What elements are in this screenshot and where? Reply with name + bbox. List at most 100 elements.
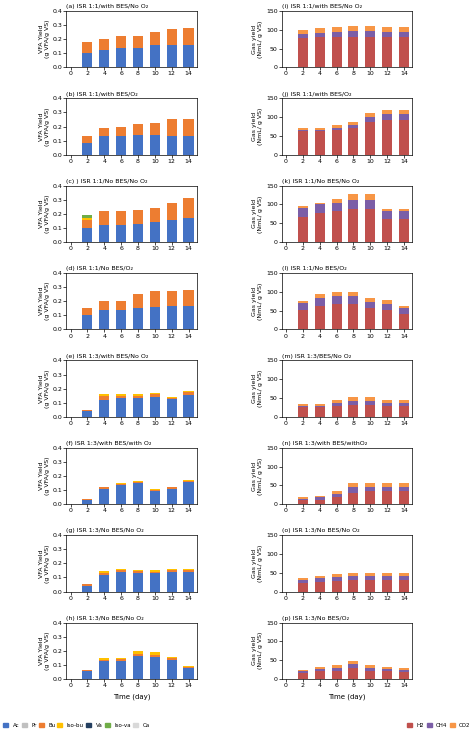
Bar [331, 199, 342, 203]
Text: (o) ISR 1:3/No BES/No O₂: (o) ISR 1:3/No BES/No O₂ [282, 529, 359, 534]
Bar [183, 481, 193, 483]
Text: (g) ISR 1:3/No BES/No O₂: (g) ISR 1:3/No BES/No O₂ [66, 529, 144, 534]
Bar [133, 308, 143, 329]
Bar [382, 210, 392, 211]
Bar [331, 126, 342, 128]
Bar [399, 27, 409, 31]
Bar [183, 570, 193, 572]
Bar [298, 496, 308, 499]
Bar [99, 394, 109, 396]
Bar [99, 128, 109, 137]
Bar [133, 123, 143, 135]
Bar [399, 399, 409, 402]
Bar [166, 45, 177, 67]
Bar [298, 217, 308, 242]
Text: (e) ISR 1:3/with BES/No O₂: (e) ISR 1:3/with BES/No O₂ [66, 353, 149, 358]
Bar [315, 128, 325, 129]
Bar [298, 30, 308, 34]
Bar [348, 574, 358, 577]
Bar [133, 654, 143, 656]
Bar [298, 303, 308, 310]
Bar [365, 486, 375, 491]
Bar [348, 209, 358, 242]
Bar [298, 673, 308, 679]
Bar [365, 668, 375, 671]
Bar [183, 136, 193, 155]
Text: (b) ISR 1:1/with BES/O₂: (b) ISR 1:1/with BES/O₂ [66, 91, 138, 96]
Bar [133, 571, 143, 572]
Bar [382, 310, 392, 329]
Bar [331, 27, 342, 31]
Bar [150, 491, 160, 504]
Bar [298, 580, 308, 583]
Bar [99, 137, 109, 155]
Bar [315, 28, 325, 33]
Bar [99, 396, 109, 400]
Bar [365, 117, 375, 122]
Bar [315, 407, 325, 417]
Bar [348, 26, 358, 31]
Bar [150, 223, 160, 242]
Bar [331, 400, 342, 403]
Bar [315, 204, 325, 212]
Bar [116, 569, 126, 570]
Bar [183, 483, 193, 504]
Y-axis label: VFA Yield
(g VFA/g VS): VFA Yield (g VFA/g VS) [39, 20, 50, 58]
Text: (j) ISR 1:1/with BES/O₂: (j) ISR 1:1/with BES/O₂ [282, 91, 351, 96]
Bar [399, 307, 409, 314]
Bar [150, 45, 160, 67]
Bar [382, 672, 392, 679]
Bar [348, 31, 358, 36]
Bar [82, 500, 92, 504]
Bar [116, 301, 126, 310]
Bar [382, 667, 392, 669]
Bar [298, 407, 308, 417]
Bar [133, 135, 143, 155]
Bar [348, 36, 358, 67]
Bar [183, 668, 193, 679]
Bar [348, 128, 358, 155]
Bar [331, 31, 342, 36]
Bar [348, 669, 358, 679]
Bar [183, 569, 193, 570]
Bar [133, 36, 143, 47]
Bar [348, 664, 358, 669]
Bar [399, 211, 409, 219]
Bar [298, 500, 308, 504]
Bar [133, 572, 143, 591]
Bar [365, 580, 375, 591]
Bar [166, 657, 177, 658]
Bar [116, 310, 126, 329]
Bar [183, 306, 193, 329]
Bar [399, 668, 409, 670]
Bar [331, 128, 342, 130]
Bar [331, 581, 342, 591]
Bar [315, 582, 325, 591]
Bar [365, 397, 375, 401]
Bar [99, 661, 109, 679]
Bar [82, 142, 92, 155]
Bar [315, 406, 325, 407]
Bar [348, 296, 358, 304]
Text: (c) ) ISR 1:1/No BES/No O₂: (c) ) ISR 1:1/No BES/No O₂ [66, 179, 148, 184]
Bar [99, 571, 109, 573]
Bar [365, 665, 375, 668]
Bar [298, 129, 308, 131]
Bar [399, 670, 409, 672]
Bar [365, 301, 375, 307]
Bar [298, 207, 308, 208]
Bar [315, 203, 325, 204]
Bar [331, 403, 342, 407]
Bar [133, 569, 143, 571]
Bar [399, 219, 409, 242]
Bar [382, 577, 392, 580]
Bar [365, 31, 375, 36]
Bar [116, 136, 126, 155]
Bar [382, 580, 392, 591]
Bar [331, 665, 342, 668]
Bar [166, 399, 177, 417]
Bar [99, 400, 109, 417]
Bar [183, 199, 193, 218]
Bar [348, 122, 358, 125]
Bar [315, 672, 325, 679]
